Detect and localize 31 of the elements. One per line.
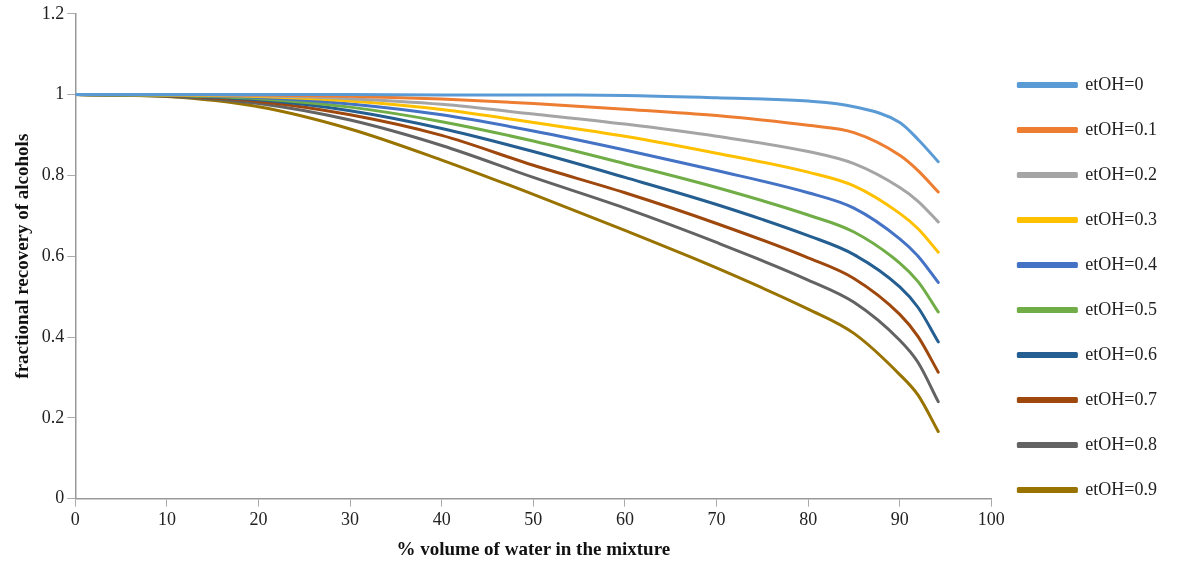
y-tick-label: 1.2 [41, 2, 65, 23]
y-tick-label: 0.6 [41, 244, 65, 265]
legend-label: etOH=0.8 [1085, 433, 1157, 454]
legend-label: etOH=0.7 [1085, 388, 1157, 409]
y-axis-title: fractional recovery of alcohols [11, 133, 33, 379]
legend-label: etOH=0 [1085, 73, 1144, 94]
legend-label: etOH=0.3 [1085, 208, 1157, 229]
line-series [75, 93, 940, 164]
x-tick-label: 60 [615, 509, 634, 530]
x-tick-label: 80 [799, 509, 818, 530]
y-tick-label: 1 [55, 83, 65, 104]
legend-label: etOH=0.2 [1085, 163, 1157, 184]
legend-label: etOH=0.1 [1085, 118, 1157, 139]
x-tick-label: 20 [249, 509, 268, 530]
y-tick-label: 0.2 [41, 406, 65, 427]
y-tick-label: 0 [55, 487, 65, 508]
legend-label: etOH=0.9 [1085, 478, 1157, 499]
y-tick-label: 0.4 [41, 325, 65, 346]
y-tick-label: 0.8 [41, 164, 65, 185]
legend-label: etOH=0.6 [1085, 343, 1157, 364]
x-tick-label: 30 [341, 509, 360, 530]
x-tick-label: 100 [977, 509, 1005, 530]
x-axis-title: % volume of water in the mixture [396, 537, 671, 559]
x-tick-label: 40 [432, 509, 451, 530]
x-tick-label: 0 [70, 509, 80, 530]
x-tick-label: 10 [157, 509, 176, 530]
x-tick-label: 90 [890, 509, 909, 530]
x-tick-label: 50 [524, 509, 543, 530]
legend-label: etOH=0.4 [1085, 253, 1157, 274]
legend-label: etOH=0.5 [1085, 298, 1157, 319]
x-tick-label: 70 [707, 509, 726, 530]
